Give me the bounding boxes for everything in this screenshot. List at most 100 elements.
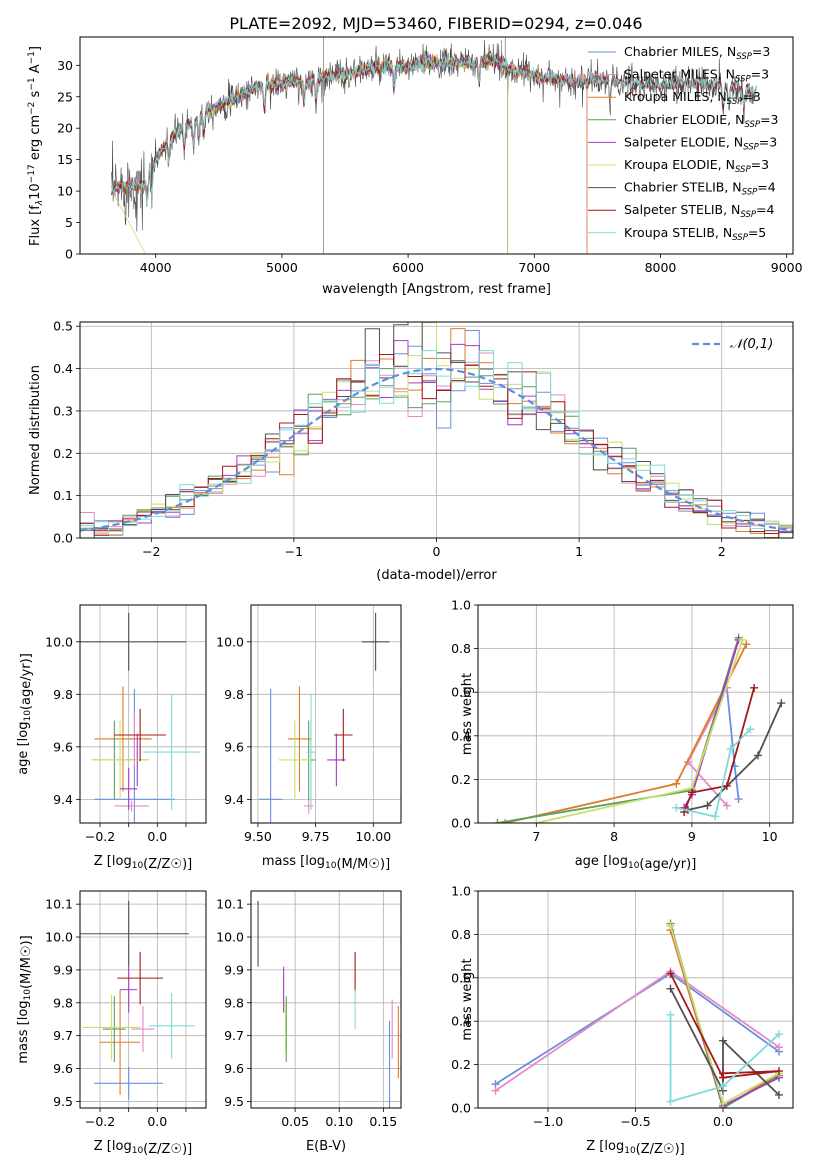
x-tick-label: 0.0 bbox=[713, 1114, 733, 1129]
y-tick-label: 9.4 bbox=[224, 792, 244, 807]
legend-label: Kroupa STELIB, NSSP=5 bbox=[624, 225, 766, 243]
y-tick-label: 9.5 bbox=[53, 1094, 73, 1109]
x-axis-label: age [log10(age/yr)] bbox=[575, 854, 697, 872]
chart-mass-weight-vs-z: −1.0 −0.5 0.0 0.0 0.2 0.4 0.6 0.8 1.0 Z [log10(Z/… bbox=[451, 884, 794, 1157]
y-tick-label: 5 bbox=[65, 215, 73, 230]
y-tick-label: 9.5 bbox=[224, 1094, 244, 1109]
x-tick-label: 10 bbox=[762, 829, 778, 844]
data-point-salpeter-elodie bbox=[120, 767, 138, 810]
data-point-chabrier-miles bbox=[94, 1066, 164, 1100]
data-point-kroupa-miles bbox=[100, 989, 141, 1095]
x-tick-label: −0.2 bbox=[85, 1114, 115, 1129]
legend-label: Chabrier STELIB, NSSP=4 bbox=[624, 180, 776, 198]
data-point-salpeter-stelib bbox=[334, 708, 353, 762]
y-tick-label: 0.5 bbox=[53, 319, 73, 334]
figure-title: PLATE=2092, MJD=53460, FIBERID=0294, z=0… bbox=[229, 14, 642, 33]
legend-label: Kroupa ELODIE, NSSP=3 bbox=[624, 157, 769, 175]
model-spectrum-kroupa-stelib bbox=[111, 54, 757, 205]
y-tick-label: 10.0 bbox=[216, 634, 244, 649]
data-point-salpeter-miles bbox=[114, 800, 149, 812]
y-tick-label: 0.6 bbox=[451, 970, 471, 985]
series-marker bbox=[493, 819, 502, 823]
series-marker bbox=[491, 1086, 500, 1095]
data-point-chabrier-stelib bbox=[361, 612, 390, 671]
x-tick-label: −0.2 bbox=[85, 829, 115, 844]
series-marker bbox=[722, 801, 731, 810]
y-axis-label: Flux [fλ10−17 erg cm−2 s−1 A−1] bbox=[27, 46, 45, 246]
series-kroupa-elodie bbox=[532, 635, 747, 823]
data-point-kroupa-elodie bbox=[91, 720, 149, 800]
x-tick-label: 6000 bbox=[392, 260, 424, 275]
axes-frame bbox=[250, 890, 402, 1109]
x-tick-label: 10.00 bbox=[355, 829, 391, 844]
axes-frame bbox=[79, 321, 794, 539]
y-tick-label: 9.7 bbox=[53, 1028, 73, 1043]
x-tick-label: 0.0 bbox=[147, 1114, 167, 1129]
series-marker bbox=[719, 1036, 727, 1045]
y-axis-label: mass weight bbox=[460, 673, 475, 755]
y-tick-label: 0.4 bbox=[53, 361, 73, 376]
series-marker bbox=[775, 1067, 783, 1076]
x-tick-label: 9.50 bbox=[244, 829, 272, 844]
series-marker bbox=[687, 788, 696, 797]
series-marker bbox=[719, 1069, 727, 1078]
series-marker bbox=[754, 751, 762, 760]
chart-mass-vs-ebv: 0.05 0.10 0.15 9.5 9.6 9.7 9.8 9.9 10.0 10.1 E(B-V… bbox=[216, 890, 402, 1154]
legend-label: Salpeter MILES, NSSP=3 bbox=[624, 67, 769, 85]
series-marker bbox=[666, 1010, 675, 1019]
data-point-chabrier-elodie bbox=[102, 996, 126, 1062]
y-tick-label: 0.2 bbox=[451, 772, 471, 787]
plot-area-age-vs-mass bbox=[259, 612, 390, 823]
data-point-salpeter-miles bbox=[304, 798, 314, 814]
legend-label: Kroupa MILES, NSSP=3 bbox=[624, 89, 761, 107]
y-tick-label: 9.7 bbox=[224, 1028, 244, 1043]
y-tick-label: 10.1 bbox=[45, 897, 73, 912]
model-spectrum-chabrier-miles bbox=[111, 54, 588, 254]
y-tick-label: 9.8 bbox=[53, 995, 73, 1010]
x-axis-label: wavelength [Angstrom, rest frame] bbox=[322, 282, 551, 297]
series-line bbox=[669, 973, 780, 1079]
x-axis-label: mass [log10(M/M☉)] bbox=[262, 854, 390, 872]
plot-area-residuals bbox=[80, 322, 793, 538]
series-marker bbox=[746, 725, 755, 734]
y-tick-label: 9.6 bbox=[224, 1061, 244, 1076]
x-tick-label: 9.75 bbox=[302, 829, 330, 844]
x-tick-label: 2 bbox=[718, 544, 726, 559]
y-tick-label: 0.2 bbox=[53, 446, 73, 461]
x-tick-label: −0.5 bbox=[620, 1114, 650, 1129]
x-tick-label: 7 bbox=[532, 829, 540, 844]
data-point-salpeter-stelib bbox=[117, 951, 164, 1005]
data-point-chabrier-stelib bbox=[80, 612, 186, 671]
data-point-salpeter-elodie bbox=[120, 966, 138, 1013]
legend-label: 𝒩(0,1) bbox=[730, 337, 773, 352]
axes-frame bbox=[79, 890, 207, 1109]
plot-area-mass-weight-vs-z bbox=[491, 919, 783, 1108]
legend-label: Chabrier MILES, NSSP=3 bbox=[624, 44, 770, 62]
y-tick-label: 9.8 bbox=[224, 687, 244, 702]
legend-label: Salpeter ELODIE, NSSP=3 bbox=[624, 134, 777, 152]
data-point-chabrier-miles bbox=[259, 689, 283, 823]
series-line bbox=[669, 988, 780, 1096]
y-axis-label: mass [log10(M/M☉)] bbox=[16, 935, 34, 1063]
x-axis-label: Z [log10(Z/Z☉)] bbox=[94, 1139, 192, 1157]
x-axis-label: Z [log10(Z/Z☉)] bbox=[94, 854, 192, 872]
y-tick-label: 10 bbox=[57, 184, 73, 199]
y-tick-label: 9.4 bbox=[53, 792, 73, 807]
x-tick-label: 0 bbox=[433, 544, 441, 559]
y-tick-label: 1.0 bbox=[451, 884, 471, 899]
data-point-kroupa-miles bbox=[94, 686, 152, 792]
data-point-kroupa-stelib bbox=[148, 992, 195, 1059]
series-marker bbox=[742, 640, 751, 649]
series-marker bbox=[672, 779, 681, 788]
chart-age-vs-z: −0.2 0.0 9.4 9.6 9.8 10.0 Z [log10(Z/Z☉)] age [… bbox=[16, 604, 207, 872]
x-tick-label: 0.10 bbox=[325, 1114, 353, 1129]
y-axis-label: age [log10(age/yr)] bbox=[16, 653, 34, 775]
histogram-kroupa-elodie bbox=[80, 322, 793, 534]
series-marker bbox=[726, 744, 735, 753]
y-tick-label: 30 bbox=[57, 58, 73, 73]
series-marker bbox=[501, 819, 510, 823]
x-tick-label: −2 bbox=[142, 544, 160, 559]
data-point-kroupa-elodie bbox=[82, 994, 141, 1061]
y-tick-label: 0.1 bbox=[53, 488, 73, 503]
